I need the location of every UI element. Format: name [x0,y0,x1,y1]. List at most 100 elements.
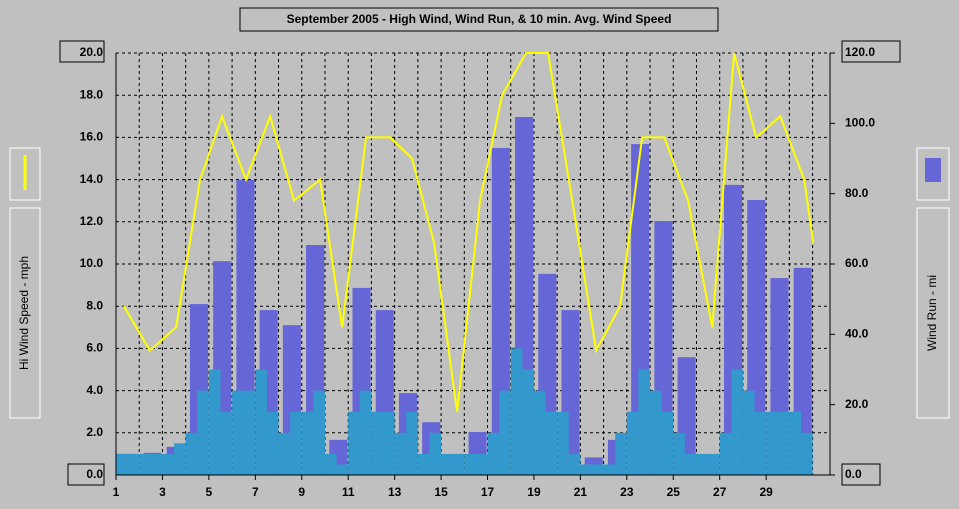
avg-step [290,411,302,475]
avg-step [464,453,476,475]
avg-step [452,453,465,475]
avg-step [383,411,395,475]
y2-tick-label: 120.0 [845,45,875,59]
y-tick-label: 8.0 [86,298,103,312]
avg-step [800,432,813,475]
tick-box [59,40,105,63]
x-tick-label: 1 [113,485,120,499]
avg-step [174,443,186,475]
y2-axis-label: Wind Run - mi [925,275,939,351]
y2-tick-label: 100.0 [845,116,875,130]
avg-step [255,369,267,475]
avg-step [650,390,662,475]
avg-step [150,453,163,475]
y2-tick-label: 60.0 [845,256,869,270]
y-tick-label: 10.0 [80,256,104,270]
x-tick-label: 15 [434,485,448,499]
avg-step [243,390,256,475]
avg-step [557,411,569,475]
y-tick-label: 16.0 [80,130,104,144]
x-tick-label: 25 [667,485,681,499]
x-tick-label: 27 [713,485,727,499]
avg-step [766,411,778,475]
avg-step [777,411,790,475]
y-axis-label: Hi Wind Speed - mph [17,256,31,370]
avg-step [197,390,209,475]
x-tick-label: 11 [342,485,355,499]
avg-step [139,453,151,475]
avg-step [742,390,755,475]
x-tick-label: 7 [252,485,259,499]
avg-step [266,411,279,475]
x-tick-label: 19 [527,485,541,499]
avg-step [719,432,732,475]
avg-step [696,453,709,475]
avg-step [708,453,720,475]
y-tick-label: 14.0 [80,172,104,186]
x-tick-label: 29 [759,485,773,499]
avg-step [116,453,128,475]
y2-label-box [916,207,950,419]
avg-step [441,453,453,475]
avg-step [754,411,767,475]
y2-tick-label: 0.0 [845,467,862,481]
avg-step [185,432,198,475]
avg-step [359,390,372,475]
avg-step [533,390,546,475]
avg-step [208,369,221,475]
avg-step [301,411,314,475]
y-label-box [9,207,41,419]
avg-step [406,411,418,475]
x-tick-label: 23 [620,485,634,499]
avg-step [673,432,685,475]
y2-tick-label: 20.0 [845,397,869,411]
avg-step [522,369,534,475]
avg-step [580,464,592,475]
avg-step [162,453,175,475]
y-tick-label: 18.0 [80,87,104,101]
avg-step [545,411,558,475]
avg-step [348,411,360,475]
avg-step [324,453,337,475]
avg-step [127,453,140,475]
avg-step [394,432,407,475]
avg-step [278,432,291,475]
y-tick-label: 6.0 [86,341,103,355]
tick-box [67,463,105,486]
tick-box [841,40,901,63]
avg-step [475,453,488,475]
avg-step [603,464,616,475]
y-tick-label: 4.0 [86,383,103,397]
x-tick-label: 3 [159,485,166,499]
x-tick-label: 9 [298,485,305,499]
high-wind-line [123,52,815,412]
chart-title: September 2005 - High Wind, Wind Run, & … [287,12,672,26]
legend-swatch [925,158,941,182]
avg-step [568,453,581,475]
avg-step [313,390,325,475]
avg-step [684,453,697,475]
avg-step [638,369,651,475]
x-tick-label: 17 [481,485,495,499]
x-tick-label: 21 [574,485,588,499]
avg-step [510,348,523,475]
y-tick-label: 0.0 [86,467,103,481]
avg-step [615,432,627,475]
avg-step [626,411,639,475]
y2-tick-label: 40.0 [845,327,869,341]
y2-tick-label: 80.0 [845,186,869,200]
x-tick-label: 13 [388,485,402,499]
y-tick-label: 20.0 [80,45,104,59]
avg-step [661,411,674,475]
avg-step [592,464,604,475]
x-tick-label: 5 [206,485,213,499]
avg-step [336,464,349,475]
tick-box [841,463,881,486]
avg-step [789,411,801,475]
avg-step [429,432,442,475]
avg-step [487,432,500,475]
avg-step [232,390,244,475]
avg-step [731,369,743,475]
avg-step [417,453,430,475]
